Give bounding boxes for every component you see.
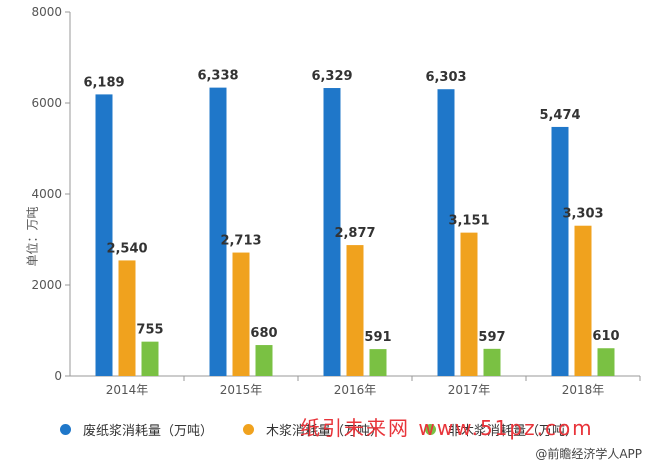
bar-waste-pulp — [551, 126, 569, 376]
legend-swatch-wood-pulp — [243, 424, 254, 435]
data-label: 610 — [592, 329, 619, 344]
data-label: 2,877 — [334, 226, 375, 241]
bar-non-wood-pulp — [255, 345, 273, 376]
data-label: 2,540 — [106, 241, 147, 256]
data-label: 5,474 — [539, 108, 580, 123]
y-tick-label: 2000 — [31, 278, 62, 292]
legend-item-non-wood-pulp: 非木浆消耗量（万吨） — [425, 420, 578, 439]
bar-non-wood-pulp — [483, 348, 501, 376]
bar-wood-pulp — [232, 252, 250, 376]
data-label: 3,303 — [562, 207, 603, 222]
y-axis-label: 单位：万吨 — [25, 206, 40, 267]
bar-waste-pulp — [209, 87, 227, 376]
watermark-text: 纸引未来网 www.51pz.com — [300, 416, 594, 440]
bar-wood-pulp — [346, 245, 364, 376]
data-label: 6,329 — [311, 69, 352, 84]
data-label: 3,151 — [448, 214, 489, 229]
bar-waste-pulp — [323, 88, 341, 376]
data-label: 680 — [250, 326, 277, 341]
legend-label-waste-pulp: 废纸浆消耗量（万吨） — [83, 424, 214, 439]
y-tick-label: 0 — [54, 369, 62, 383]
legend-swatch-waste-pulp — [60, 424, 71, 435]
data-label: 591 — [364, 330, 391, 345]
y-tick-label: 8000 — [31, 5, 62, 19]
bar-non-wood-pulp — [369, 349, 387, 376]
source-credit: @前瞻经济学人APP — [535, 447, 642, 461]
x-tick-label: 2018年 — [562, 383, 605, 397]
legend-item-waste-pulp: 废纸浆消耗量（万吨） — [60, 420, 213, 439]
legend-label-non-wood-pulp: 非木浆消耗量（万吨） — [448, 424, 579, 439]
data-label: 597 — [478, 330, 505, 345]
data-label: 2,713 — [220, 234, 261, 249]
bar-wood-pulp — [118, 260, 136, 376]
bar-wood-pulp — [574, 225, 592, 376]
legend-label-wood-pulp: 木浆消耗量（万吨） — [266, 424, 384, 439]
data-label: 6,189 — [83, 75, 124, 90]
bar-chart: 0 2000 4000 6000 8000 2014年 6,189 2,540 755 2015年… — [31, 5, 641, 397]
data-label: 755 — [136, 323, 163, 338]
bar-non-wood-pulp — [597, 348, 615, 376]
x-tick-label: 2017年 — [448, 383, 491, 397]
x-tick-label: 2015年 — [220, 383, 263, 397]
bar-non-wood-pulp — [141, 341, 159, 376]
legend-item-wood-pulp: 木浆消耗量（万吨） — [243, 420, 383, 439]
bar-wood-pulp — [460, 232, 478, 376]
legend-swatch-non-wood-pulp — [425, 424, 436, 435]
data-label: 6,338 — [197, 69, 238, 84]
y-tick-label: 4000 — [31, 187, 62, 201]
x-tick-label: 2014年 — [106, 383, 149, 397]
y-tick-label: 6000 — [31, 96, 62, 110]
bar-waste-pulp — [95, 94, 113, 376]
bar-waste-pulp — [437, 89, 455, 376]
x-tick-label: 2016年 — [334, 383, 377, 397]
legend: 废纸浆消耗量（万吨） 木浆消耗量（万吨） 非木浆消耗量（万吨） — [60, 420, 650, 442]
data-label: 6,303 — [425, 70, 466, 85]
